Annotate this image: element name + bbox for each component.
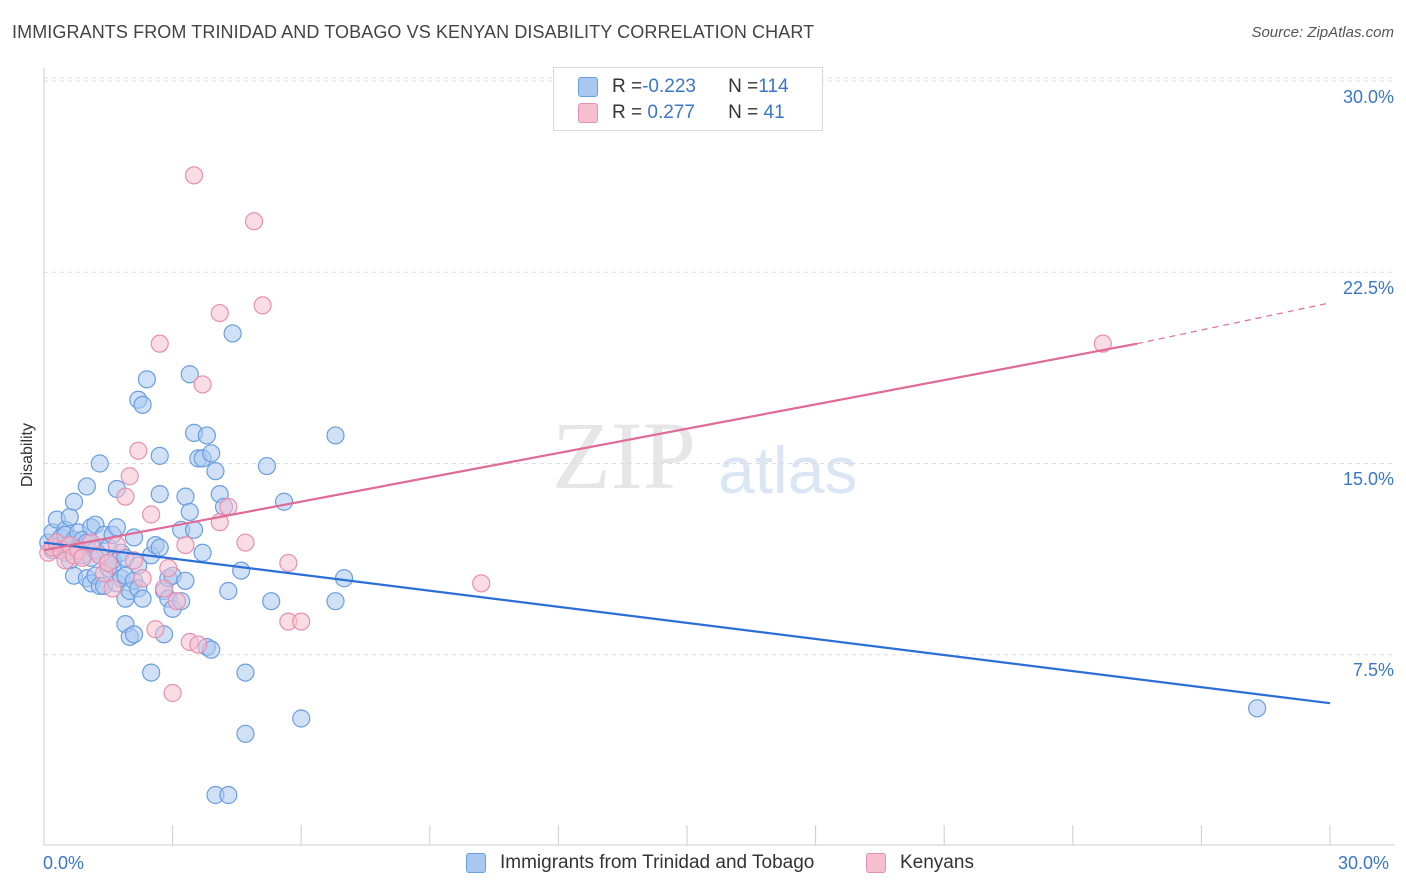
legend-r-value: 0.277	[642, 102, 695, 123]
point-trinidad	[150, 538, 169, 557]
point-kenyan	[103, 579, 122, 598]
point-trinidad	[107, 518, 126, 537]
point-trinidad	[137, 370, 156, 389]
point-trinidad	[180, 365, 199, 384]
point-kenyan	[193, 375, 212, 394]
legend-swatch-pink	[866, 853, 886, 873]
point-kenyan	[189, 635, 208, 654]
watermark-zip: ZIP	[552, 402, 696, 509]
y-tick-label-22.5: 22.5%	[1342, 278, 1394, 298]
point-trinidad	[142, 663, 161, 682]
point-trinidad	[257, 456, 277, 476]
legend-item-trinidad: Immigrants from Trinidad and Tobago	[466, 852, 814, 874]
point-trinidad	[124, 625, 144, 644]
point-kenyan	[210, 303, 229, 323]
point-kenyan	[219, 497, 238, 516]
point-trinidad	[206, 462, 225, 481]
legend-swatch-blue	[578, 77, 598, 97]
x-tick-label-0: 0.0%	[43, 853, 85, 873]
trendline-kenyan	[43, 342, 1138, 552]
legend-swatch-pink	[578, 103, 598, 123]
point-kenyan	[129, 441, 148, 460]
legend-n-label: N =	[728, 102, 759, 123]
point-trinidad	[274, 492, 294, 511]
point-kenyan	[1093, 334, 1112, 353]
series-legend: Immigrants from Trinidad and Tobago Keny…	[0, 852, 1406, 876]
legend-item-kenyans: Kenyans	[866, 852, 974, 874]
point-trinidad	[232, 561, 251, 580]
point-kenyan	[279, 553, 298, 573]
legend-r-label: R =	[612, 102, 643, 123]
point-kenyan	[73, 548, 92, 567]
point-kenyan	[176, 535, 195, 555]
point-kenyan	[146, 620, 165, 639]
point-trinidad	[219, 785, 238, 805]
point-trinidad	[236, 663, 255, 682]
point-trinidad	[176, 571, 195, 590]
point-kenyan	[236, 533, 255, 552]
stats-legend: R = -0.223 N = 114 R = 0.277 N = 41	[553, 67, 823, 131]
point-trinidad	[292, 709, 311, 728]
chart-title: IMMIGRANTS FROM TRINIDAD AND TOBAGO VS K…	[12, 22, 815, 42]
point-kenyan	[150, 334, 169, 353]
legend-row-blue: R = -0.223 N = 114	[578, 75, 789, 99]
legend-r-label: R =	[612, 76, 643, 97]
point-kenyan	[124, 551, 144, 570]
point-trinidad	[197, 426, 216, 445]
point-kenyan	[472, 574, 491, 593]
point-trinidad	[176, 487, 195, 506]
point-kenyan	[244, 212, 264, 231]
trendline-trinidad	[43, 541, 1331, 705]
point-kenyan	[159, 558, 178, 578]
legend-n-value: 114	[758, 76, 789, 97]
trendline-kenyan-extension	[1136, 302, 1331, 345]
point-trinidad	[133, 395, 152, 414]
y-tick-label-15: 15.0%	[1342, 469, 1394, 489]
legend-n-value: 41	[758, 102, 785, 123]
point-trinidad	[64, 492, 84, 511]
point-kenyan	[292, 612, 311, 631]
legend-row-pink: R = 0.277 N = 41	[578, 101, 785, 125]
point-kenyan	[142, 505, 161, 524]
legend-swatch-blue	[466, 853, 486, 873]
point-kenyan	[167, 592, 186, 611]
point-trinidad	[326, 426, 345, 445]
point-kenyan	[99, 553, 118, 573]
point-trinidad	[193, 543, 212, 562]
watermark-atlas: atlas	[718, 433, 858, 507]
point-trinidad	[90, 454, 109, 473]
point-trinidad	[236, 724, 255, 743]
y-tick-label-7.5: 7.5%	[1352, 660, 1394, 680]
legend-item-label: Kenyans	[900, 852, 974, 873]
point-trinidad	[180, 502, 199, 522]
point-kenyan	[184, 166, 204, 185]
point-trinidad	[1248, 699, 1267, 718]
point-trinidad	[77, 477, 96, 496]
x-tick-label-30: 30.0%	[1338, 853, 1390, 873]
point-kenyan	[163, 683, 182, 703]
point-trinidad	[326, 592, 345, 611]
point-trinidad	[262, 592, 281, 611]
point-trinidad	[202, 444, 221, 463]
legend-n-label: N =	[728, 76, 759, 97]
chart-source: Source: ZipAtlas.com	[1251, 24, 1394, 41]
point-trinidad	[223, 324, 242, 343]
point-kenyan	[120, 467, 139, 486]
legend-item-label: Immigrants from Trinidad and Tobago	[500, 852, 815, 873]
point-kenyan	[116, 487, 135, 506]
point-kenyan	[253, 296, 272, 315]
point-trinidad	[150, 485, 169, 504]
point-trinidad	[150, 446, 169, 465]
point-trinidad	[133, 589, 152, 608]
legend-r-value: -0.223	[642, 76, 696, 97]
y-tick-label-30: 30.0%	[1342, 87, 1394, 107]
point-trinidad	[60, 507, 79, 527]
point-kenyan	[133, 569, 152, 588]
point-trinidad	[219, 581, 238, 601]
point-kenyan	[154, 579, 174, 598]
